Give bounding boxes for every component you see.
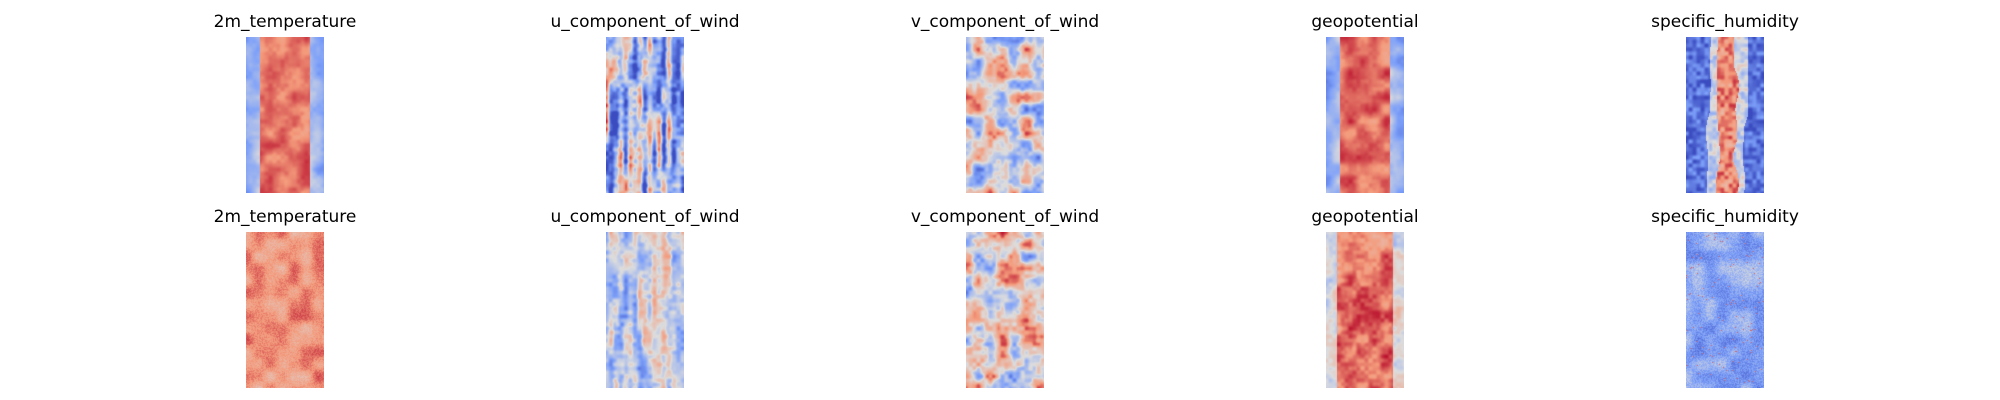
heatmap-image bbox=[1326, 232, 1404, 388]
heatmap-image bbox=[606, 37, 684, 193]
heatmap-image bbox=[1326, 37, 1404, 193]
panel-title: specific_humidity bbox=[1651, 12, 1799, 32]
panel-title: specific_humidity bbox=[1651, 207, 1799, 227]
heatmap-image bbox=[606, 232, 684, 388]
panel-title: v_component_of_wind bbox=[910, 207, 1100, 227]
panel-title: u_component_of_wind bbox=[550, 12, 740, 32]
heatmap-image bbox=[1686, 37, 1764, 193]
heatmap-image bbox=[246, 37, 324, 193]
heatmap-image bbox=[1686, 232, 1764, 388]
panel-title: 2m_temperature bbox=[213, 207, 357, 227]
heatmap-image bbox=[966, 232, 1044, 388]
panel-title: u_component_of_wind bbox=[550, 207, 740, 227]
panel-title: geopotential bbox=[1311, 12, 1419, 32]
panel-title: geopotential bbox=[1311, 207, 1419, 227]
panel-title: v_component_of_wind bbox=[910, 12, 1100, 32]
heatmap-image bbox=[246, 232, 324, 388]
heatmap-image bbox=[966, 37, 1044, 193]
panel-title: 2m_temperature bbox=[213, 12, 357, 32]
